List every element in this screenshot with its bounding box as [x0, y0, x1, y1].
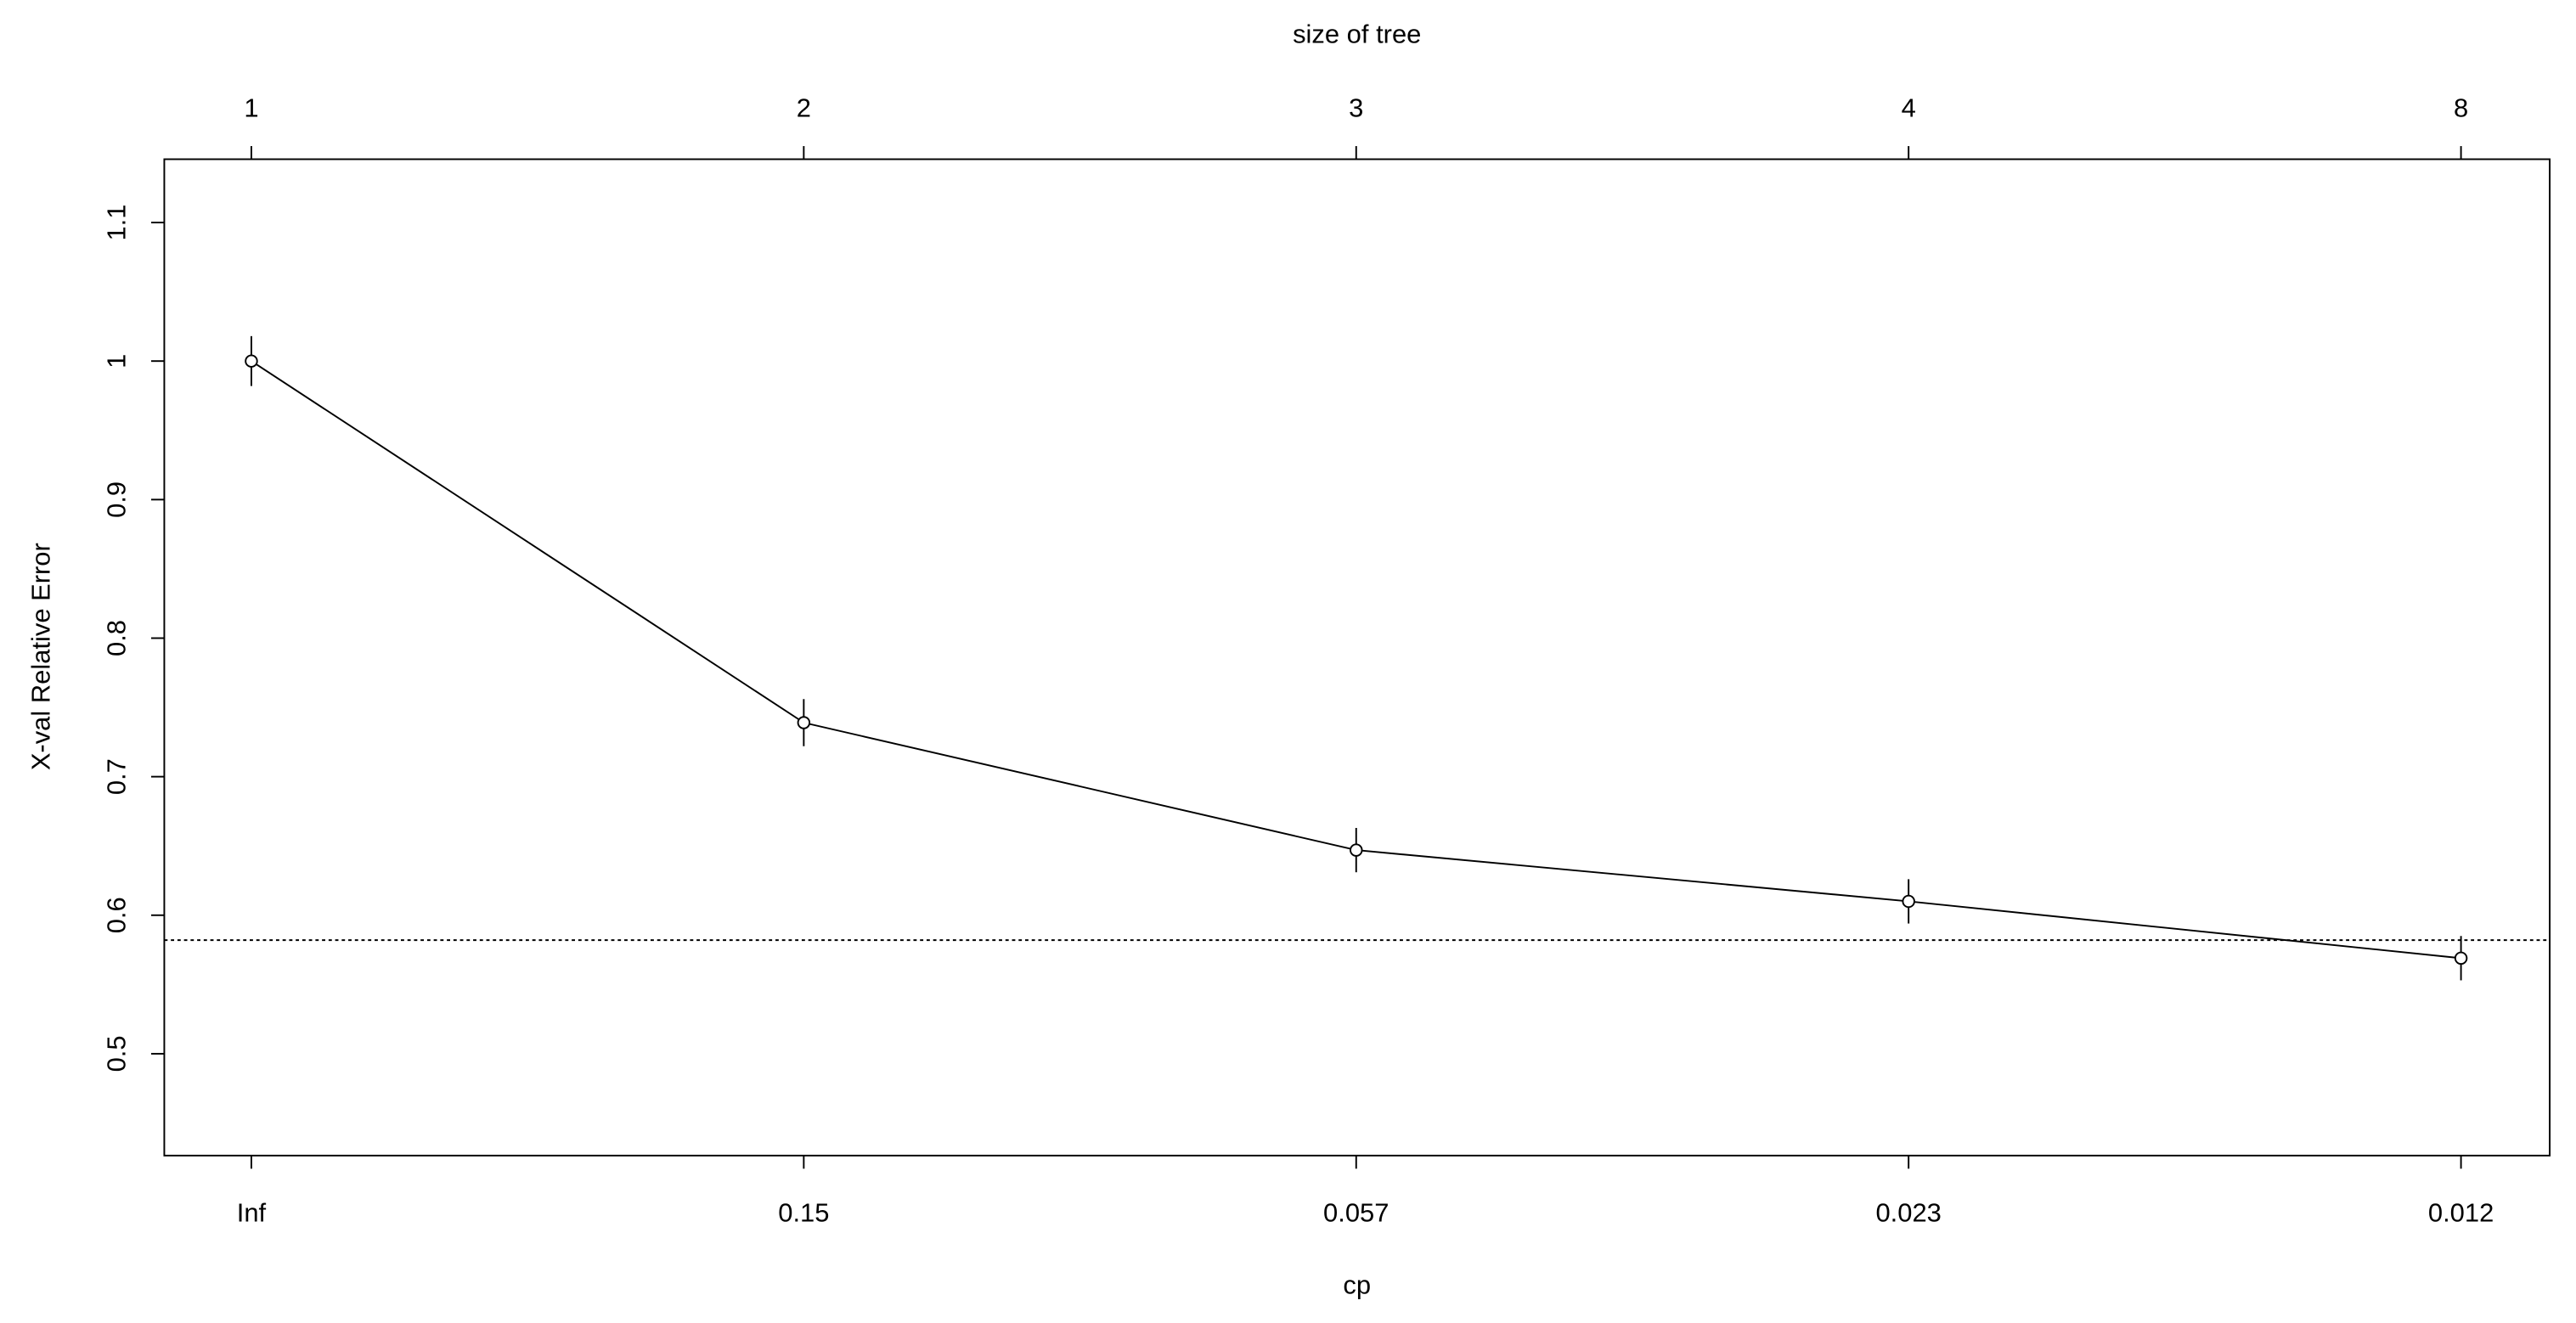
- y-tick-label: 1.1: [101, 205, 131, 241]
- y-tick-label: 1: [101, 354, 131, 369]
- top-tick-label: 3: [1349, 93, 1363, 123]
- point: [1902, 894, 1915, 909]
- plot-frame: [163, 158, 2551, 1157]
- top-axis-title: size of tree: [1293, 20, 1421, 49]
- point: [797, 716, 811, 729]
- x-axis-title: cp: [1343, 1270, 1371, 1300]
- x-tick-label: 0.023: [1875, 1198, 1941, 1228]
- y-tick-label: 0.7: [101, 758, 131, 795]
- x-tick-label: 0.057: [1323, 1198, 1389, 1228]
- point: [2454, 951, 2468, 966]
- y-tick-label: 0.6: [101, 897, 131, 933]
- y-tick-label: 0.5: [101, 1035, 131, 1072]
- top-tick-label: 4: [1902, 93, 1916, 123]
- x-tick-label: 0.012: [2428, 1198, 2494, 1228]
- y-tick-label: 0.9: [101, 481, 131, 518]
- y-tick-label: 0.8: [101, 620, 131, 656]
- top-tick-label: 2: [797, 93, 811, 123]
- x-tick-label: 0.15: [778, 1198, 829, 1228]
- point: [1350, 843, 1363, 857]
- y-axis-title: X-val Relative Error: [25, 543, 55, 770]
- top-tick-label: 8: [2454, 93, 2468, 123]
- x-tick-label: Inf: [237, 1198, 267, 1228]
- point: [245, 354, 258, 368]
- top-tick-label: 1: [244, 93, 258, 123]
